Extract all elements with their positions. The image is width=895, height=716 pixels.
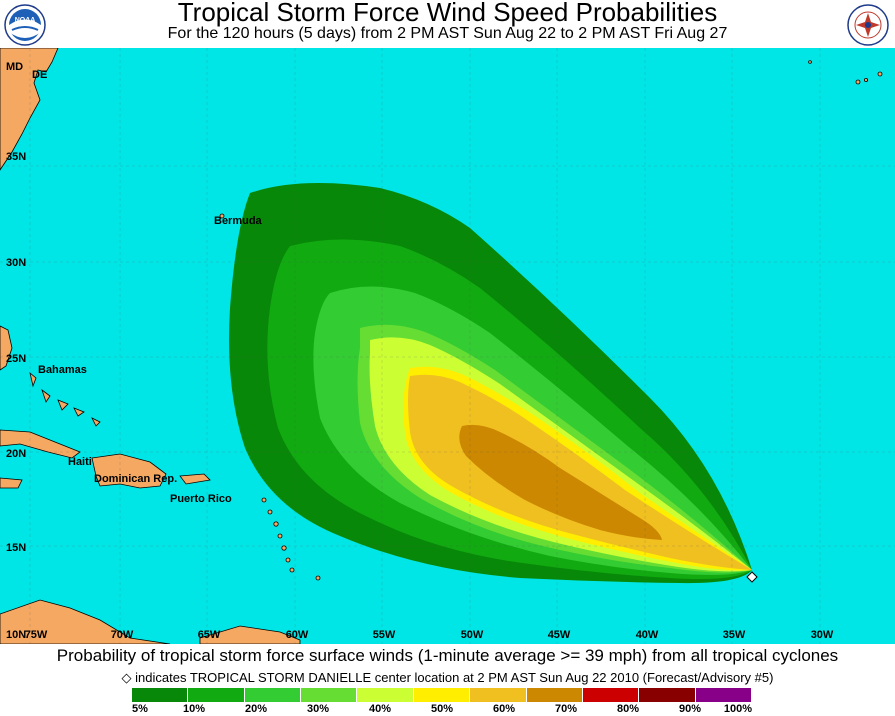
probability-legend [132, 688, 752, 702]
lon-label: 75W [25, 629, 48, 641]
azores-islands [808, 60, 883, 85]
cuba-land [0, 429, 81, 459]
legend-label: 50% [430, 703, 454, 715]
probability-swath [229, 183, 752, 584]
legend-label: 90% [678, 703, 702, 715]
legend-swatch [695, 688, 752, 702]
legend-label: 100% [723, 703, 753, 715]
noaa-logo-icon: NOAA [4, 4, 46, 46]
place-label-md: MD [6, 61, 23, 73]
legend-swatch [244, 688, 302, 702]
page-title: Tropical Storm Force Wind Speed Probabil… [177, 0, 718, 27]
place-label-de: DE [32, 69, 47, 81]
nws-logo-icon [847, 4, 889, 46]
lon-label: 35W [723, 629, 746, 641]
south-america-land [0, 599, 171, 644]
place-label-bermuda: Bermuda [214, 215, 263, 227]
probability-map: 35N 30N 25N 20N 15N 10N 75W 70W 65W 60W … [0, 48, 895, 644]
lon-label: 65W [198, 629, 221, 641]
legend-label: 60% [492, 703, 516, 715]
us-coast-land [0, 48, 59, 171]
diamond-icon: ◇ [121, 670, 132, 685]
map-caption: Probability of tropical storm force surf… [56, 646, 839, 665]
lat-label: 20N [6, 448, 26, 460]
legend-swatch [470, 688, 527, 702]
legend-swatch [639, 688, 696, 702]
lat-label: 10N [6, 629, 26, 641]
place-label-puerto-rico: Puerto Rico [170, 493, 232, 505]
lon-label: 70W [111, 629, 134, 641]
puerto-rico-land [179, 473, 211, 485]
lesser-antilles-islands [261, 497, 321, 581]
lon-label: 50W [461, 629, 484, 641]
swath-60pct [408, 374, 752, 570]
venezuela-land [199, 625, 301, 644]
lon-label: 60W [286, 629, 309, 641]
header: NOAA Tropical Storm Force Wind Speed Pro… [0, 0, 895, 48]
legend-label: 10% [182, 703, 206, 715]
lat-label: 15N [6, 542, 26, 554]
bahamas-islands [29, 371, 101, 427]
legend-label: 30% [306, 703, 330, 715]
florida-land [0, 325, 13, 371]
lat-label: 25N [6, 353, 26, 365]
hispaniola-land [91, 453, 167, 489]
graticule [0, 48, 895, 644]
page-subtitle: For the 120 hours (5 days) from 2 PM AST… [167, 25, 728, 42]
legend-swatch [301, 688, 358, 702]
lat-label: 30N [6, 257, 26, 269]
lat-label: 35N [6, 151, 26, 163]
swath-70pct [459, 424, 662, 540]
lon-label: 30W [811, 629, 834, 641]
legend-label: 70% [554, 703, 578, 715]
svg-text:NOAA: NOAA [15, 17, 36, 24]
legend-label: 40% [368, 703, 392, 715]
legend-swatch [526, 688, 583, 702]
storm-center-note-text: indicates TROPICAL STORM DANIELLE center… [135, 670, 774, 685]
place-label-haiti: Haiti [68, 456, 92, 468]
storm-center-note: ◇ indicates TROPICAL STORM DANIELLE cent… [0, 670, 895, 686]
place-label-bahamas: Bahamas [38, 364, 87, 376]
legend-label: 80% [616, 703, 640, 715]
bermuda-island [219, 213, 225, 219]
jamaica-land [0, 477, 23, 489]
legend-swatch [188, 688, 245, 702]
legend-label: 5% [132, 703, 148, 715]
legend-label: 20% [244, 703, 268, 715]
lon-label: 55W [373, 629, 396, 641]
lon-label: 40W [636, 629, 659, 641]
legend-swatch [413, 688, 471, 702]
legend-swatch [582, 688, 640, 702]
place-label-dominican-rep: Dominican Rep. [94, 473, 177, 485]
probability-legend-labels: 5% 10% 20% 30% 40% 50% 60% 70% 80% 90% 100% [0, 703, 895, 716]
lon-label: 45W [548, 629, 571, 641]
legend-swatch [357, 688, 414, 702]
legend-swatch [132, 688, 189, 702]
storm-center-diamond-icon [746, 571, 758, 583]
